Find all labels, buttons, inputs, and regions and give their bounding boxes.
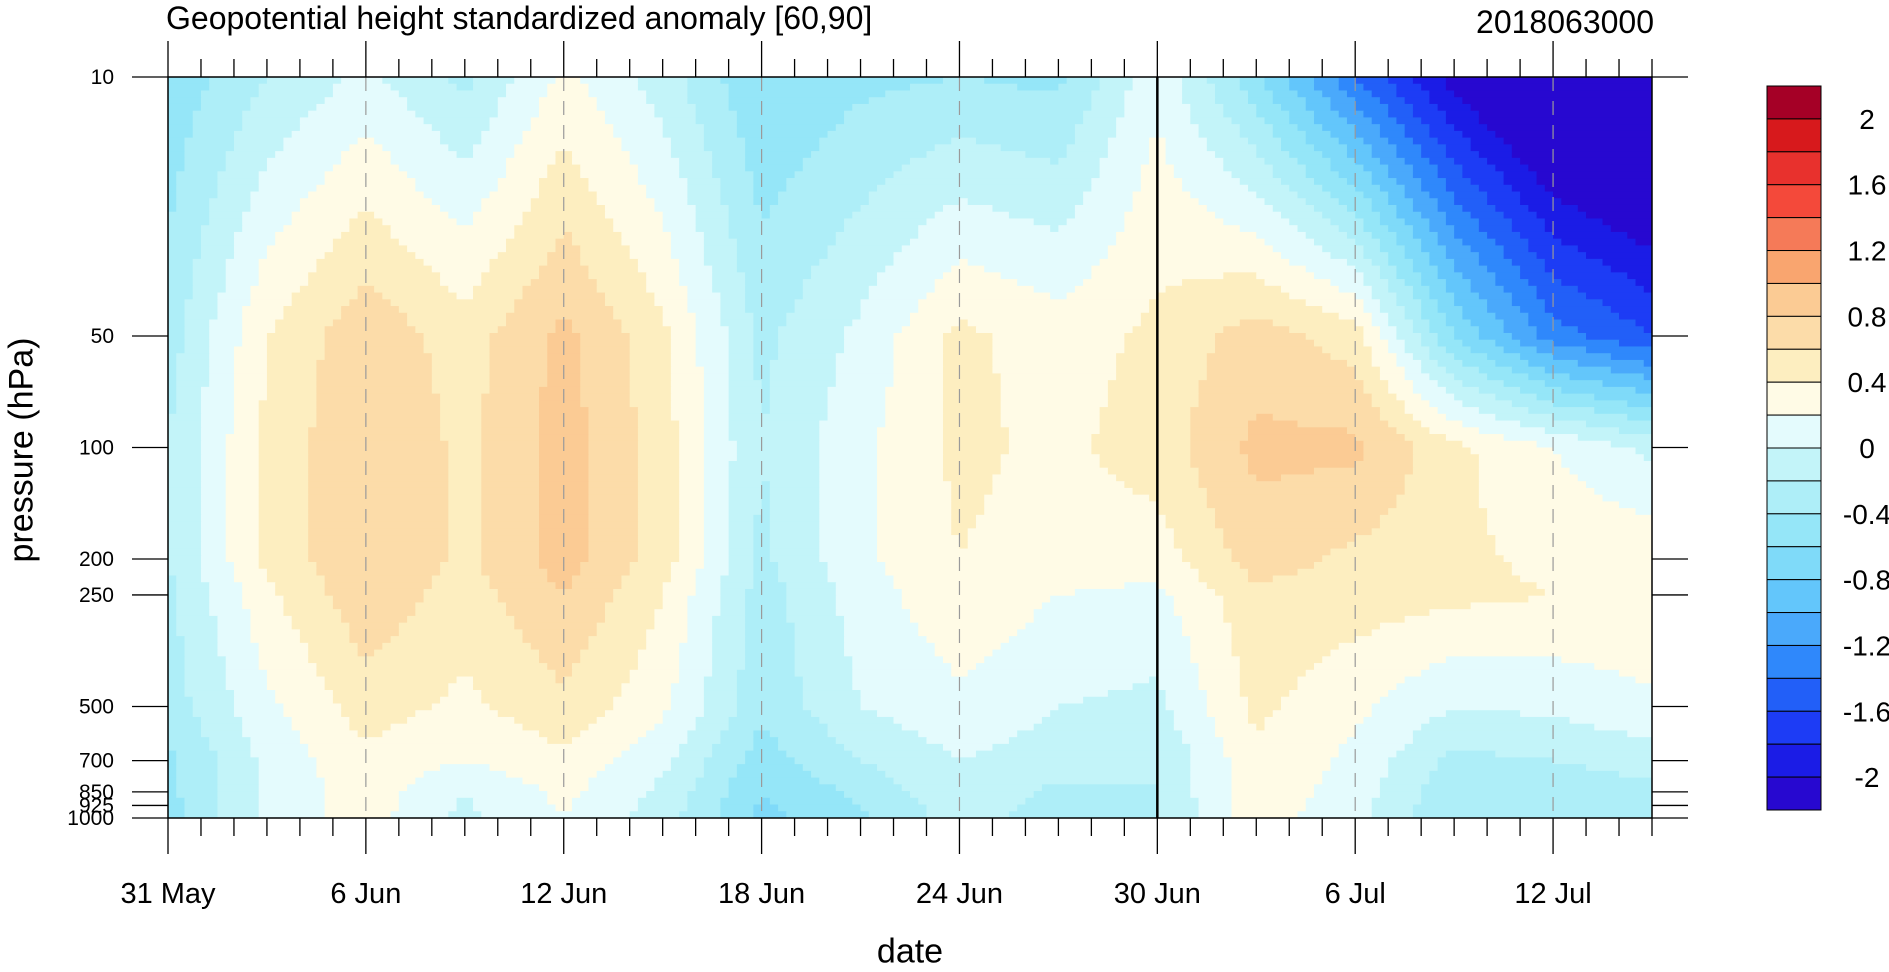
contour-fill-layer [168,77,1652,818]
colorbar: 2 1.6 1.2 0.8 0.4 0 -0.4 -0.8 -1.2 -1.6 -2 [1766,85,1889,811]
colorbar-label: -0.8 [1843,565,1889,596]
y-tick-label: 50 [91,325,114,348]
x-axis-label: date [876,932,944,971]
y-tick-label: 10 [91,66,114,89]
y-tick-label: 250 [79,584,114,607]
colorbar-swatch [1766,743,1822,778]
colorbar-swatch [1766,315,1822,350]
colorbar-swatch [1766,513,1822,548]
y-tick-label: 1000 [67,807,114,830]
x-tick-label: 30 Jun [1114,878,1201,910]
x-tick-label: 12 Jul [1514,878,1591,910]
colorbar-swatch [1766,546,1822,581]
x-tick-label: 24 Jun [916,878,1003,910]
colorbar-label: -1.2 [1843,630,1889,661]
colorbar-label: -2 [1855,762,1880,793]
y-tick-label: 850 [79,781,114,804]
colorbar-swatch [1766,710,1822,745]
y-axis-label: pressure (hPa) [2,337,41,563]
colorbar-label: 1.2 [1848,236,1887,267]
x-tick-label: 6 Jun [330,878,401,910]
colorbar-swatch [1766,184,1822,219]
x-tick-label: 31 May [120,878,216,910]
colorbar-swatch [1766,480,1822,515]
chart-title: Geopotential height standardized anomaly… [166,0,873,36]
colorbar-label: 0 [1859,433,1875,464]
colorbar-swatch [1766,118,1822,153]
chart-timestamp: 2018063000 [1476,4,1654,40]
colorbar-swatch [1766,250,1822,284]
x-tick-label: 12 Jun [520,878,607,910]
colorbar-label: 0.4 [1848,367,1887,398]
colorbar-swatch [1766,151,1822,186]
colorbar-swatch [1766,447,1822,482]
colorbar-swatch [1766,282,1822,317]
y-tick-label: 925 [79,794,114,817]
colorbar-label: 1.6 [1848,170,1887,201]
colorbar-swatch [1766,85,1822,120]
colorbar-label: 0.8 [1848,301,1887,332]
contour-fill [168,77,1652,818]
colorbar-swatch [1766,677,1822,712]
y-tick-label: 200 [79,548,114,571]
axes: 31 May 6 Jun 12 Jun 18 Jun 24 Jun 30 Jun 6 Jul… [67,41,1688,910]
x-tick-label: 6 Jul [1325,878,1386,910]
y-tick-label: 100 [79,437,114,460]
y-tick-label: 500 [79,695,114,718]
colorbar-swatch [1766,776,1822,811]
colorbar-swatch [1766,579,1822,614]
colorbar-swatch [1766,644,1822,679]
colorbar-swatch [1766,217,1822,252]
colorbar-label: 2 [1859,104,1875,135]
colorbar-swatch [1766,348,1822,383]
x-tick-label: 18 Jun [718,878,805,910]
colorbar-swatch [1766,414,1822,449]
colorbar-swatch [1766,381,1822,416]
colorbar-label: -0.4 [1843,499,1889,530]
y-tick-label: 700 [79,750,114,773]
colorbar-swatch [1766,612,1822,646]
colorbar-label: -1.6 [1843,696,1889,727]
